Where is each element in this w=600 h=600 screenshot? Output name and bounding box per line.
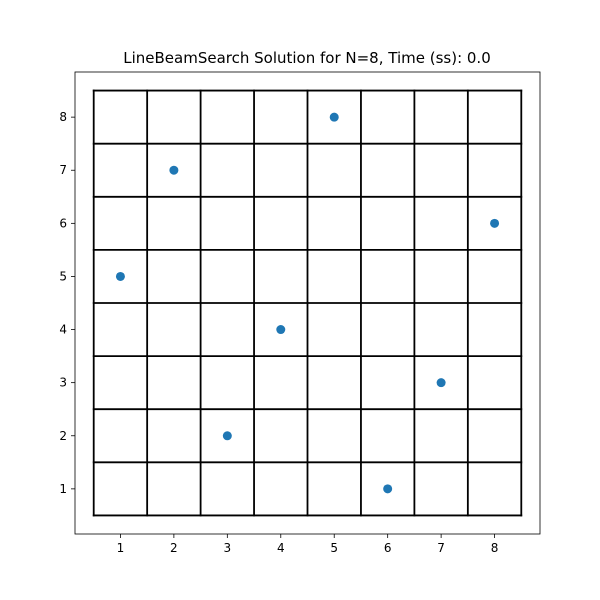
queen-point — [490, 218, 500, 228]
queen-point — [222, 431, 232, 441]
board-grid — [92, 89, 523, 517]
y-tick-label: 7 — [59, 163, 67, 177]
queen-point — [115, 271, 125, 281]
x-tick-label: 8 — [491, 541, 499, 555]
x-tick-label: 3 — [224, 541, 232, 555]
queen-point — [276, 325, 286, 335]
y-axis-ticks: 1 2 3 4 5 6 7 8 — [59, 110, 75, 496]
queen-point — [436, 378, 446, 388]
y-tick-label: 2 — [59, 429, 67, 443]
chart-title: LineBeamSearch Solution for N=8, Time (s… — [123, 49, 491, 67]
y-tick-label: 5 — [59, 269, 67, 283]
x-tick-label: 4 — [277, 541, 285, 555]
x-tick-label: 1 — [117, 541, 125, 555]
queen-point — [329, 112, 339, 122]
y-tick-label: 3 — [59, 376, 67, 390]
y-tick-label: 8 — [59, 110, 67, 124]
x-tick-label: 7 — [437, 541, 445, 555]
axes-frame — [74, 71, 541, 535]
y-tick-label: 1 — [59, 482, 67, 496]
x-axis-ticks: 1 2 3 4 5 6 7 8 — [117, 534, 499, 555]
queen-point — [383, 484, 393, 494]
x-tick-label: 6 — [384, 541, 392, 555]
y-tick-label: 4 — [59, 323, 67, 337]
queen-points — [115, 112, 500, 494]
x-tick-label: 2 — [170, 541, 178, 555]
x-tick-label: 5 — [330, 541, 338, 555]
y-tick-label: 6 — [59, 216, 67, 230]
queen-point — [169, 165, 179, 175]
